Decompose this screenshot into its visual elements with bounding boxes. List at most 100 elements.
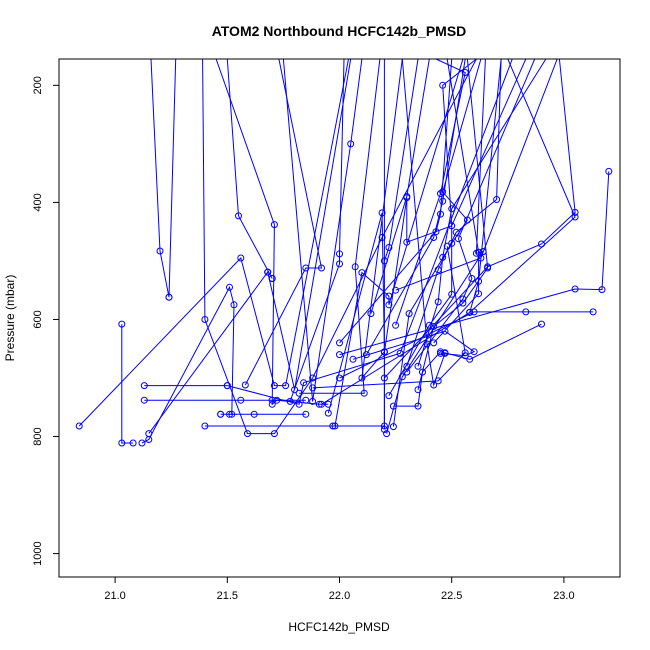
series-line (244, 59, 323, 386)
data-point (448, 222, 456, 230)
data-point (228, 410, 236, 418)
data-point (484, 263, 492, 271)
data-point (237, 396, 245, 404)
series-line (417, 59, 489, 390)
data-point (118, 320, 126, 328)
series-line (339, 311, 594, 379)
series-line (312, 246, 466, 389)
data-point (380, 348, 388, 356)
y-tick-label: 200 (32, 76, 44, 94)
data-point (145, 430, 153, 438)
data-point (439, 81, 447, 89)
marker-group (75, 69, 613, 447)
data-point (389, 423, 397, 431)
data-point (461, 349, 469, 357)
data-point (302, 264, 310, 272)
data-point (414, 386, 422, 394)
series-line (121, 324, 134, 444)
data-point (349, 355, 357, 363)
data-point (250, 410, 258, 418)
x-tick-label: 23.0 (553, 590, 574, 602)
data-point (329, 422, 337, 430)
data-point (336, 250, 343, 258)
data-point (380, 426, 388, 433)
data-point (459, 295, 467, 303)
data-point (380, 374, 388, 382)
data-point (403, 238, 411, 246)
data-point (217, 410, 225, 418)
series-line (401, 59, 446, 387)
data-point (156, 247, 164, 255)
data-point (466, 355, 474, 363)
data-point (244, 430, 251, 438)
data-point (385, 301, 393, 309)
plot-area (75, 59, 613, 447)
data-point (403, 193, 411, 200)
series-line (339, 171, 610, 356)
data-point (237, 254, 245, 262)
data-point (385, 392, 393, 400)
data-point (385, 292, 393, 300)
data-point (300, 379, 308, 387)
data-point (468, 275, 476, 282)
data-point (318, 264, 325, 272)
data-point (315, 400, 323, 408)
series-line (204, 59, 385, 427)
data-point (270, 221, 278, 229)
x-tick-label: 21.5 (217, 590, 238, 602)
data-point (295, 400, 303, 408)
series-line (282, 59, 363, 402)
series-line (327, 59, 403, 414)
y-axis: 200 400 600 800 1000 (32, 76, 60, 566)
data-point (493, 196, 501, 203)
data-point (466, 308, 474, 316)
series-line (78, 59, 349, 427)
series-line (469, 59, 576, 313)
data-point (286, 397, 294, 405)
data-point (264, 268, 272, 276)
y-tick-label: 400 (32, 193, 44, 211)
series-line (383, 59, 527, 430)
data-point (425, 321, 433, 329)
data-point (336, 260, 343, 268)
data-point (309, 397, 317, 405)
data-point (414, 402, 422, 410)
chart-title: ATOM2 Northbound HCFC142b_PMSD (212, 23, 467, 39)
data-point (268, 400, 276, 408)
data-point (201, 316, 209, 323)
data-point (129, 439, 137, 447)
data-point (351, 263, 359, 271)
data-point (434, 377, 442, 385)
data-point (378, 209, 386, 217)
data-point (367, 310, 375, 318)
data-point (309, 384, 317, 392)
data-point (309, 374, 317, 382)
series-line (433, 59, 480, 344)
data-point (461, 352, 469, 360)
data-point (235, 212, 242, 220)
data-point (270, 382, 278, 390)
data-point (230, 301, 238, 309)
x-axis: 21.0 21.5 22.0 22.5 23.0 (104, 576, 575, 602)
data-point (439, 188, 447, 196)
data-point (419, 368, 426, 376)
series-line (395, 59, 558, 291)
data-point (470, 348, 478, 356)
data-point (538, 320, 545, 328)
series-line (406, 59, 536, 373)
data-point (475, 290, 483, 298)
data-point (241, 381, 249, 389)
data-point (571, 208, 579, 216)
data-point (75, 422, 83, 430)
data-point (383, 430, 391, 438)
data-point (360, 389, 368, 397)
data-point (336, 374, 343, 382)
series-line (352, 330, 476, 360)
data-point (430, 381, 438, 389)
data-point (273, 396, 281, 404)
data-point (324, 409, 332, 417)
data-point (336, 339, 343, 347)
data-point (398, 373, 406, 381)
series-line (339, 59, 453, 344)
data-point (605, 167, 613, 175)
